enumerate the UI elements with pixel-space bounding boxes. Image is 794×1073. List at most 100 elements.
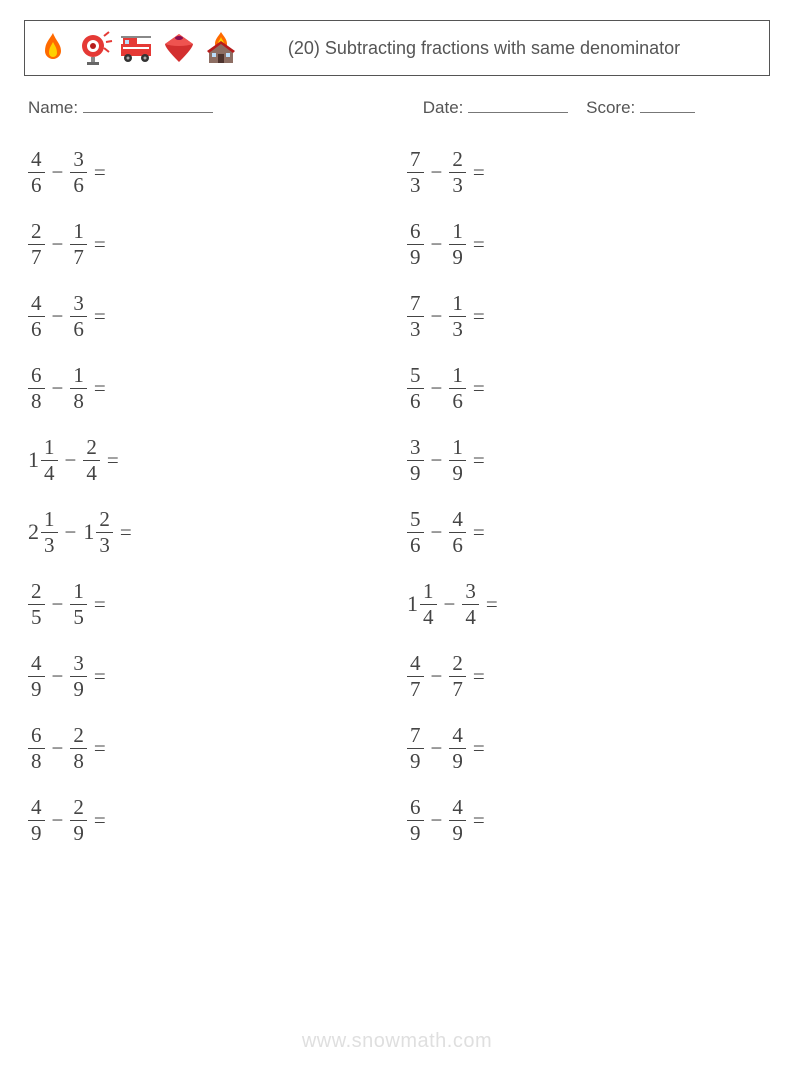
numerator: 1	[449, 365, 466, 388]
date-label: Date:	[423, 98, 464, 117]
worksheet-title: (20) Subtracting fractions with same den…	[239, 37, 769, 60]
denominator: 9	[70, 676, 87, 700]
left-column: 46−36=27−17=46−36=68−18=114−24=213−123=2…	[28, 136, 387, 856]
equals-sign: =	[94, 736, 106, 761]
fraction: 73	[407, 149, 424, 196]
fraction: 14	[420, 581, 437, 628]
whole-number: 1	[28, 447, 39, 473]
equals-sign: =	[473, 232, 485, 257]
fraction: 15	[70, 581, 87, 628]
flame-icon	[35, 30, 71, 66]
minus-sign: −	[52, 232, 64, 257]
equals-sign: =	[107, 448, 119, 473]
fraction: 56	[407, 509, 424, 556]
numerator: 4	[28, 653, 45, 676]
fraction: 49	[28, 797, 45, 844]
equals-sign: =	[94, 232, 106, 257]
problem-row: 46−36=	[28, 280, 387, 352]
firetruck-icon	[119, 30, 155, 66]
denominator: 8	[28, 748, 45, 772]
fraction: 18	[70, 365, 87, 412]
numerator: 1	[420, 581, 437, 604]
equals-sign: =	[473, 160, 485, 185]
denominator: 6	[407, 388, 424, 412]
equals-sign: =	[473, 520, 485, 545]
numerator: 1	[70, 581, 87, 604]
denominator: 5	[70, 604, 87, 628]
fraction: 68	[28, 365, 45, 412]
minus-sign: −	[52, 736, 64, 761]
minus-sign: −	[52, 664, 64, 689]
minus-sign: −	[431, 520, 443, 545]
fraction: 24	[83, 437, 100, 484]
name-blank[interactable]	[83, 99, 213, 113]
fraction: 17	[70, 221, 87, 268]
denominator: 6	[70, 172, 87, 196]
fraction: 14	[41, 437, 58, 484]
problem-row: 49−39=	[28, 640, 387, 712]
equals-sign: =	[473, 448, 485, 473]
numerator: 1	[70, 365, 87, 388]
numerator: 3	[70, 293, 87, 316]
minus-sign: −	[65, 448, 77, 473]
numerator: 6	[407, 797, 424, 820]
fraction: 49	[28, 653, 45, 700]
score-blank[interactable]	[640, 99, 695, 113]
numerator: 4	[449, 725, 466, 748]
equals-sign: =	[473, 808, 485, 833]
denominator: 6	[28, 316, 45, 340]
numerator: 7	[407, 149, 424, 172]
fraction: 19	[449, 221, 466, 268]
denominator: 3	[96, 532, 113, 556]
problem-row: 213−123=	[28, 496, 387, 568]
denominator: 8	[28, 388, 45, 412]
minus-sign: −	[431, 160, 443, 185]
fraction: 25	[28, 581, 45, 628]
fraction: 39	[407, 437, 424, 484]
siren-icon	[77, 30, 113, 66]
numerator: 1	[41, 509, 58, 532]
denominator: 9	[407, 820, 424, 844]
minus-sign: −	[431, 808, 443, 833]
equals-sign: =	[94, 592, 106, 617]
numerator: 7	[407, 725, 424, 748]
problem-row: 47−27=	[407, 640, 766, 712]
fraction: 69	[407, 797, 424, 844]
problem-row: 39−19=	[407, 424, 766, 496]
denominator: 4	[420, 604, 437, 628]
denominator: 9	[28, 676, 45, 700]
fraction: 68	[28, 725, 45, 772]
denominator: 6	[28, 172, 45, 196]
header-bar: (20) Subtracting fractions with same den…	[24, 20, 770, 76]
denominator: 3	[407, 316, 424, 340]
fraction: 36	[70, 149, 87, 196]
denominator: 8	[70, 748, 87, 772]
numerator: 4	[28, 149, 45, 172]
equals-sign: =	[473, 376, 485, 401]
fraction: 29	[70, 797, 87, 844]
info-fields: Name: Date: Score:	[28, 98, 766, 118]
equals-sign: =	[94, 160, 106, 185]
whole-number: 1	[407, 591, 418, 617]
numerator: 3	[462, 581, 479, 604]
minus-sign: −	[52, 592, 64, 617]
denominator: 6	[70, 316, 87, 340]
fraction: 27	[28, 221, 45, 268]
date-blank[interactable]	[468, 99, 568, 113]
equals-sign: =	[473, 736, 485, 761]
fraction: 56	[407, 365, 424, 412]
denominator: 7	[70, 244, 87, 268]
denominator: 6	[449, 388, 466, 412]
numerator: 4	[449, 797, 466, 820]
problem-row: 56−16=	[407, 352, 766, 424]
denominator: 6	[449, 532, 466, 556]
fraction: 46	[28, 149, 45, 196]
equals-sign: =	[486, 592, 498, 617]
problem-row: 114−34=	[407, 568, 766, 640]
denominator: 9	[407, 460, 424, 484]
minus-sign: −	[65, 520, 77, 545]
denominator: 9	[70, 820, 87, 844]
numerator: 1	[449, 221, 466, 244]
minus-sign: −	[431, 376, 443, 401]
fraction: 19	[449, 437, 466, 484]
